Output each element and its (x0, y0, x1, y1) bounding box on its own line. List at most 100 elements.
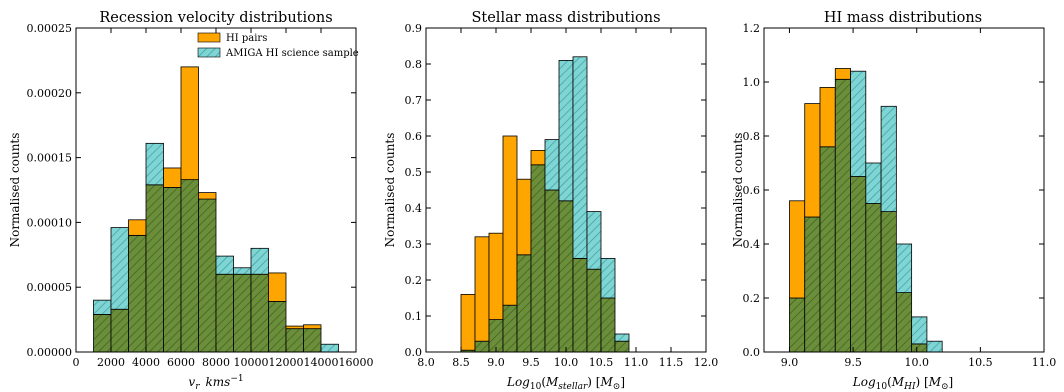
y-tick-label: 0.2 (405, 274, 423, 287)
bar-overlap (865, 203, 882, 353)
x-axis-label-main: Log (852, 375, 876, 389)
bar-hi-pairs (474, 236, 490, 342)
bar-overlap (250, 273, 269, 353)
x-tick-label: 10.0 (554, 356, 579, 369)
axes: 9.0 9.5 10.0 10.5 11.0 0.0 0.2 0.4 0.6 0.8 1.0 1.2 (743, 22, 1057, 369)
bar-overlap (911, 343, 928, 353)
bar-overlap (145, 184, 164, 353)
legend-label-pairs: HI pairs (226, 33, 267, 44)
bar-amiga (911, 316, 928, 345)
bar-amiga (93, 299, 112, 315)
x-axis-label-close: ) [ (916, 375, 929, 389)
y-tick-label: 0.00000 (27, 346, 73, 359)
bar-overlap (600, 297, 616, 353)
y-tick-label: 0.0 (405, 346, 423, 359)
bar-hi-pairs (834, 68, 851, 80)
x-tick-label: 10.5 (968, 356, 993, 369)
bar-amiga (233, 267, 252, 275)
x-axis-label-main: Log (506, 375, 530, 389)
bar-overlap (303, 328, 322, 353)
panel-title: HI mass distributions (824, 10, 982, 26)
x-axis-label-paren-sub: stellar (558, 382, 588, 392)
bar-overlap (850, 176, 867, 353)
x-axis-label-sub: 10 (530, 382, 542, 392)
bar-amiga (600, 257, 616, 299)
bar-overlap (572, 257, 588, 353)
bar-amiga (320, 343, 339, 353)
y-tick-label: 0.2 (743, 292, 761, 305)
axes: 0 2000 4000 6000 8000 10000 12000 14000 16000 0.0… (27, 22, 374, 369)
y-tick-label: 0.1 (405, 310, 423, 323)
y-tick-label: 1.2 (743, 22, 761, 35)
axes: 8.0 8.5 9.0 9.5 10.0 10.5 11.0 11.5 12.0 0.0 0.1 0.… (405, 22, 719, 369)
x-tick-label: 10.0 (904, 356, 929, 369)
legend-swatch-pairs (197, 32, 221, 43)
x-tick-label: 11.0 (1032, 356, 1057, 369)
bar-hi-pairs (268, 272, 287, 302)
bar-overlap (880, 211, 897, 353)
bar-overlap (544, 189, 560, 353)
y-tick-label: 0.00015 (27, 152, 73, 165)
bar-hi-pairs (128, 219, 147, 236)
y-axis-label: Normalised counts (731, 133, 745, 248)
x-axis-label-sup: −1 (230, 374, 243, 384)
bar-amiga (250, 247, 269, 275)
panel-velocity: Recession velocity distributions Normali… (8, 10, 374, 392)
x-axis-label-units-sub: ⊙ (941, 382, 949, 392)
bar-amiga (614, 333, 630, 342)
y-tick-label: 0.5 (405, 166, 423, 179)
y-tick-label: 0.00020 (27, 87, 73, 100)
x-tick-label: 2000 (97, 356, 125, 369)
x-tick-label: 8.0 (417, 356, 435, 369)
x-axis-label-units: kms (206, 375, 231, 389)
legend-label-amiga: AMIGA HI science sample (225, 48, 359, 59)
bar-amiga (110, 227, 129, 310)
bar-overlap (180, 179, 199, 353)
bars (460, 56, 630, 353)
bar-overlap (268, 301, 287, 353)
bar-overlap (789, 297, 806, 353)
bar-hi-pairs (530, 149, 546, 166)
bars (789, 68, 943, 353)
bar-amiga (850, 70, 867, 177)
bar-hi-pairs (285, 325, 304, 330)
panel-stellar-mass: Stellar mass distributions Normalised co… (383, 10, 718, 392)
bar-amiga (586, 211, 602, 270)
panel-title: Recession velocity distributions (99, 10, 332, 26)
bar-overlap (530, 164, 546, 353)
bar-overlap (474, 340, 490, 353)
x-tick-label: 8.5 (452, 356, 470, 369)
bar-overlap (215, 273, 234, 353)
y-tick-label: 0.8 (405, 58, 423, 71)
x-axis-label-end: ] (620, 375, 625, 389)
x-axis-label-close: ) [ (587, 375, 600, 389)
x-axis-label: Log10(Mstellar) [M⊙] (506, 375, 625, 392)
bar-overlap (804, 216, 821, 353)
x-tick-label: 12.0 (694, 356, 719, 369)
y-axis-label: Normalised counts (8, 133, 22, 248)
panel-hi-mass: HI mass distributions Normalised counts … (731, 10, 1056, 392)
y-tick-label: 0.3 (405, 238, 423, 251)
bar-amiga (865, 162, 882, 204)
bar-overlap (586, 268, 602, 353)
y-tick-label: 0.4 (405, 202, 423, 215)
y-tick-label: 1.0 (743, 76, 761, 89)
bar-hi-pairs (198, 192, 217, 200)
x-axis-label: vr kms−1 (188, 374, 243, 392)
legend: HI pairs AMIGA HI science sample (197, 32, 359, 59)
bar-hi-pairs (502, 135, 518, 306)
x-axis-label-units-sub: ⊙ (613, 382, 621, 392)
x-axis-label-units: M (599, 375, 613, 389)
x-axis-label-paren-sub: HI (903, 382, 916, 392)
x-tick-label: 4000 (132, 356, 160, 369)
x-axis-label-paren: M (545, 375, 559, 389)
bar-overlap (895, 292, 913, 353)
x-axis-label-main: v (188, 375, 195, 389)
bar-hi-pairs (516, 178, 532, 256)
legend-swatch-amiga (197, 47, 221, 58)
bar-amiga (544, 139, 560, 191)
x-axis-label: Log10(MHI) [M⊙] (852, 375, 953, 392)
bar-overlap (819, 146, 836, 353)
bar-overlap (558, 200, 574, 353)
bar-amiga (880, 105, 897, 213)
